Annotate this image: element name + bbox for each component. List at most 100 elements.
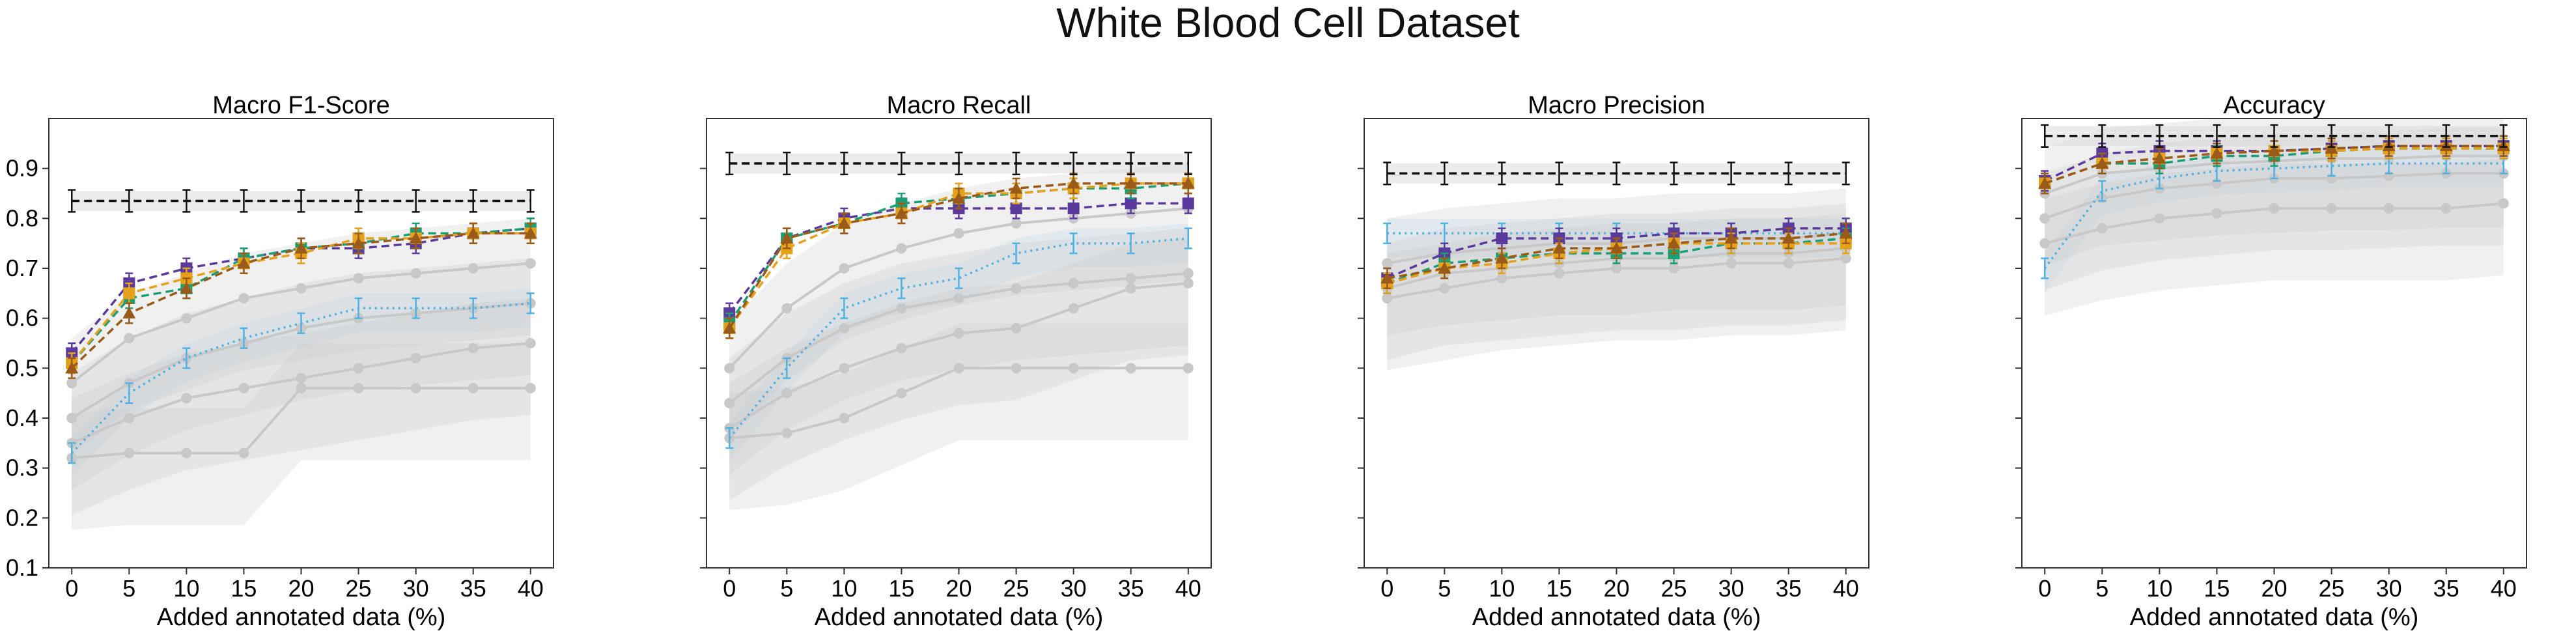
- series-4-point-1: [122, 307, 136, 318]
- series-9-point-2: [181, 447, 192, 458]
- series-4-point-8: [1181, 176, 1195, 189]
- series-4-point-1: [780, 232, 794, 244]
- series-8-point-8: [525, 338, 536, 348]
- series-8-point-6: [410, 353, 421, 363]
- series-6-point-0: [66, 378, 77, 389]
- series-3-point-1: [123, 287, 135, 300]
- series-8-point-8: [1183, 278, 1194, 288]
- series-8-point-3: [2211, 208, 2222, 219]
- series-1-point-2: [1496, 232, 1508, 244]
- series-4-point-2: [2153, 152, 2166, 164]
- series-8-point-4: [953, 328, 964, 339]
- series-4-point-3: [237, 257, 251, 269]
- series-9-point-4: [953, 363, 964, 374]
- series-8-point-7: [1783, 258, 1794, 269]
- panel-0-ytick-label-4: 0.5: [6, 354, 38, 381]
- series-7-point-4: [953, 293, 964, 303]
- panel-0-title: Macro F1-Score: [212, 92, 389, 119]
- series-9-point-3: [896, 387, 907, 399]
- series-9-point-4: [296, 383, 307, 393]
- series-8-point-0: [2039, 238, 2051, 249]
- series-9-point-5: [1011, 363, 1022, 374]
- panel-0-ytick-label-5: 0.6: [6, 305, 38, 331]
- series-4-point-2: [837, 217, 851, 229]
- panel-1-xtick-label-7: 35: [1118, 575, 1144, 602]
- panel-2-xtick-label-5: 25: [1661, 575, 1687, 602]
- panel-0-xtick-label-8: 40: [518, 575, 544, 602]
- series-9-point-1: [781, 428, 792, 438]
- panel-0-xtick-label-4: 20: [288, 575, 314, 602]
- panel-1: Macro Recall 0 5 10 15 20 25 30 35 40 Added annota…: [700, 92, 1212, 631]
- series-9-point-6: [1068, 363, 1079, 374]
- series-8-point-2: [181, 393, 192, 404]
- series-4-point-1: [2095, 157, 2109, 169]
- series-8-point-7: [1125, 283, 1136, 294]
- panel-2-title: Macro Precision: [1528, 92, 1705, 119]
- series-4-point-2: [180, 281, 193, 294]
- panel-3-xtick-label-1: 5: [2095, 575, 2108, 602]
- series-3-line: [1386, 242, 1846, 285]
- series-8-point-4: [2269, 203, 2280, 214]
- series-4-point-3: [2210, 147, 2224, 159]
- panel-3-xtick-label-2: 10: [2146, 575, 2172, 602]
- panel-1-xtick-label-2: 10: [831, 575, 857, 602]
- panel-3-xtick-label-7: 35: [2433, 575, 2459, 602]
- series-1-line: [728, 202, 1188, 315]
- series-4-point-4: [2267, 144, 2281, 156]
- series-6-point-8: [525, 258, 536, 269]
- series-4-point-2: [1495, 251, 1509, 264]
- series-7-point-7: [1125, 273, 1136, 284]
- series-6-point-6: [410, 268, 421, 279]
- panel-0-xtick-label-7: 35: [460, 575, 486, 602]
- panel-1-xtick-label-6: 30: [1061, 575, 1087, 602]
- series-4-point-6: [1724, 232, 1738, 244]
- series-4-line: [2044, 145, 2504, 185]
- series-8-point-4: [296, 373, 307, 384]
- series-9-point-1: [124, 447, 135, 458]
- panel-2-xtick-label-4: 20: [1603, 575, 1629, 602]
- panel-2-xtick-label-7: 35: [1776, 575, 1802, 602]
- panel-3: Accuracy 0 5 10 15 20 25 30 35 40 Added annotated …: [2015, 92, 2527, 631]
- series-7-point-0: [2039, 213, 2051, 224]
- series-8-band: [72, 298, 531, 515]
- panel-0-xtick-label-2: 10: [173, 575, 199, 602]
- series-2-line: [70, 227, 531, 364]
- panel-0-xtick-label-5: 25: [346, 575, 372, 602]
- series-6-point-5: [353, 273, 364, 284]
- series-4-point-6: [409, 232, 423, 244]
- series-6-point-1: [124, 333, 135, 344]
- series-4-point-8: [524, 227, 537, 239]
- series-8-point-5: [1668, 263, 1679, 274]
- panel-1-xtick-label-1: 5: [780, 575, 793, 602]
- series-8-point-5: [1011, 323, 1022, 333]
- series-7-point-3: [896, 303, 907, 314]
- series-8-point-6: [1068, 303, 1079, 314]
- series-4-point-5: [1009, 182, 1023, 194]
- series-8-point-2: [839, 363, 850, 374]
- series-8-point-4: [1611, 263, 1622, 274]
- series-8-point-1: [781, 387, 792, 399]
- panel-2-xtick-label-2: 10: [1489, 575, 1515, 602]
- series-9-point-3: [238, 447, 249, 458]
- panel-1-xtick-label-5: 25: [1003, 575, 1029, 602]
- series-8-point-3: [1554, 268, 1565, 279]
- series-4-point-3: [895, 206, 908, 219]
- series-4-point-0: [723, 322, 736, 333]
- panel-0-xtick-label-3: 15: [231, 575, 257, 602]
- panel-3-xtick-label-4: 20: [2261, 575, 2287, 602]
- series-9-point-8: [525, 383, 536, 393]
- series-4-point-4: [952, 191, 966, 204]
- series-6-point-0: [724, 363, 735, 374]
- panel-0-ytick-label-6: 0.7: [6, 255, 38, 281]
- panel-3-xlabel: Added annotated data (%): [2130, 604, 2419, 631]
- panel-1-xtick-label-4: 20: [945, 575, 972, 602]
- series-1-point-5: [1010, 203, 1022, 214]
- series-6-point-2: [181, 313, 192, 324]
- panel-0-xlabel: Added annotated data (%): [157, 604, 446, 631]
- series-9-point-2: [839, 413, 850, 423]
- figure-title: White Blood Cell Dataset: [1056, 0, 1520, 46]
- series-8-point-1: [1439, 283, 1450, 294]
- panel-1-xtick-label-8: 40: [1175, 575, 1201, 602]
- panel-2: Macro Precision 0 5 10 15 20 25 30 35 40 Added ann…: [1358, 92, 1869, 631]
- series-4-point-6: [1067, 176, 1080, 189]
